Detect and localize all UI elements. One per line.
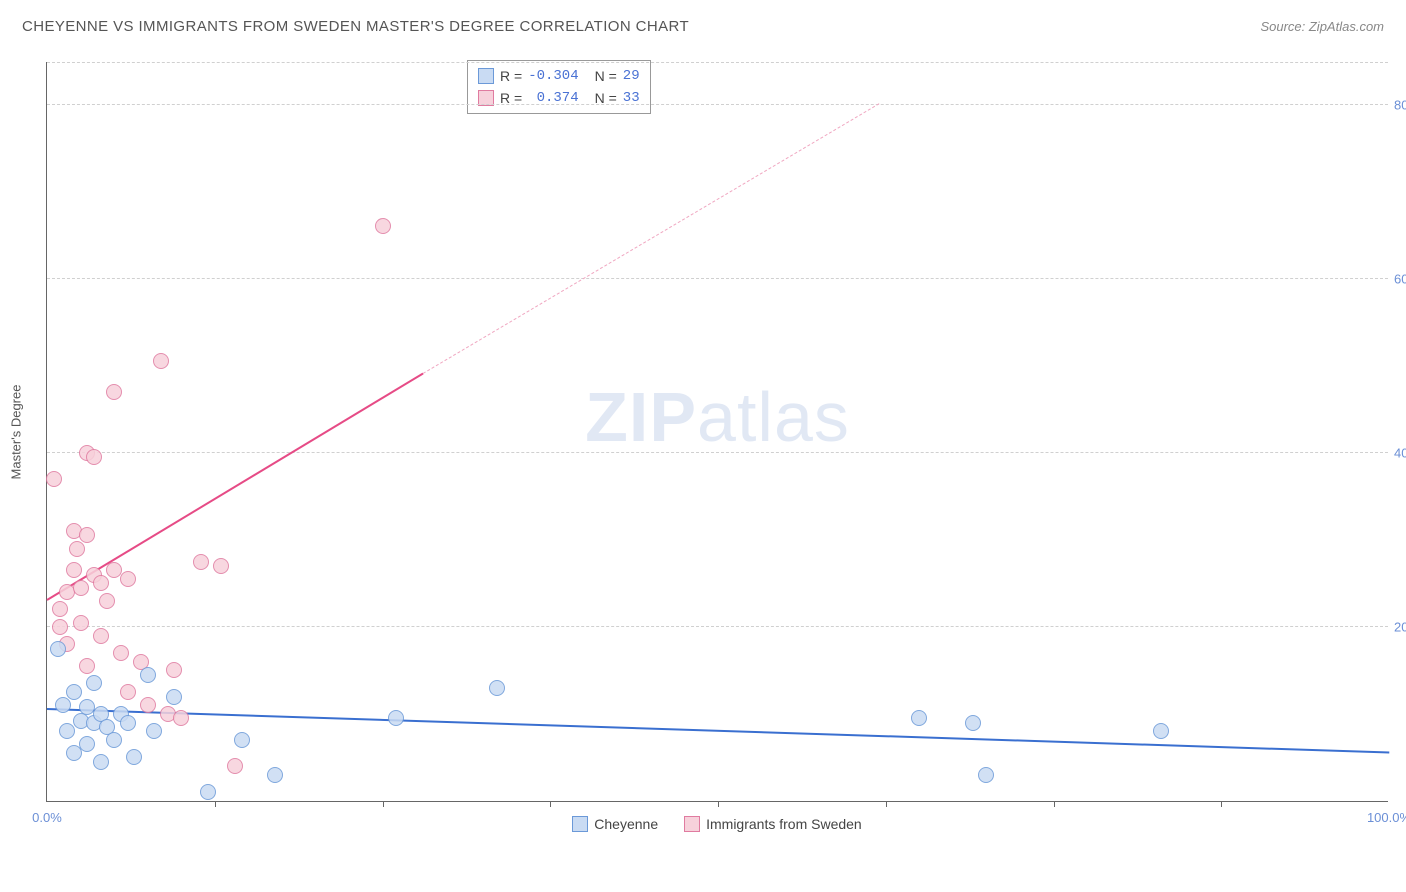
data-point-sweden — [120, 571, 136, 587]
data-point-cheyenne — [50, 641, 66, 657]
data-point-sweden — [93, 575, 109, 591]
data-point-sweden — [46, 471, 62, 487]
x-tick — [1054, 801, 1055, 807]
legend-square-cheyenne — [478, 68, 494, 84]
trend-line — [46, 373, 423, 601]
gridline — [47, 278, 1388, 279]
data-point-sweden — [375, 218, 391, 234]
data-point-cheyenne — [126, 749, 142, 765]
data-point-cheyenne — [146, 723, 162, 739]
x-tick — [1221, 801, 1222, 807]
data-point-sweden — [140, 697, 156, 713]
plot-area: ZIPatlas R = -0.304 N = 29 R = 0.374 N =… — [46, 62, 1388, 802]
data-point-sweden — [73, 580, 89, 596]
data-point-sweden — [79, 658, 95, 674]
x-tick — [215, 801, 216, 807]
data-point-sweden — [113, 645, 129, 661]
x-tick — [718, 801, 719, 807]
y-tick-label: 40.0% — [1388, 445, 1406, 460]
trend-line — [47, 708, 1389, 754]
page-title: CHEYENNE VS IMMIGRANTS FROM SWEDEN MASTE… — [22, 18, 689, 35]
data-point-cheyenne — [965, 715, 981, 731]
data-point-cheyenne — [234, 732, 250, 748]
x-tick — [886, 801, 887, 807]
legend-square-sweden-icon — [684, 816, 700, 832]
gridline — [47, 452, 1388, 453]
watermark: ZIPatlas — [585, 377, 850, 457]
data-point-cheyenne — [911, 710, 927, 726]
data-point-cheyenne — [140, 667, 156, 683]
data-point-cheyenne — [86, 675, 102, 691]
y-tick-label: 80.0% — [1388, 97, 1406, 112]
legend-label-b: Immigrants from Sweden — [706, 816, 862, 832]
legend-label-a: Cheyenne — [594, 816, 658, 832]
data-point-cheyenne — [79, 736, 95, 752]
data-point-sweden — [93, 628, 109, 644]
data-point-sweden — [153, 353, 169, 369]
data-point-sweden — [86, 449, 102, 465]
y-tick-label: 60.0% — [1388, 271, 1406, 286]
data-point-cheyenne — [59, 723, 75, 739]
trend-line — [422, 104, 879, 375]
n-value-a: 29 — [623, 65, 640, 87]
data-point-sweden — [73, 615, 89, 631]
y-axis-label: Master's Degree — [9, 385, 24, 480]
gridline — [47, 62, 1388, 63]
data-point-cheyenne — [1153, 723, 1169, 739]
data-point-cheyenne — [166, 689, 182, 705]
data-point-sweden — [106, 384, 122, 400]
gridline — [47, 104, 1388, 105]
data-point-sweden — [193, 554, 209, 570]
data-point-cheyenne — [489, 680, 505, 696]
data-point-cheyenne — [106, 732, 122, 748]
r-value-b: 0.374 — [528, 87, 578, 109]
data-point-sweden — [173, 710, 189, 726]
data-point-cheyenne — [200, 784, 216, 800]
data-point-sweden — [66, 562, 82, 578]
data-point-sweden — [79, 527, 95, 543]
data-point-cheyenne — [267, 767, 283, 783]
data-point-cheyenne — [120, 715, 136, 731]
data-point-sweden — [69, 541, 85, 557]
data-point-sweden — [227, 758, 243, 774]
data-point-sweden — [166, 662, 182, 678]
data-point-sweden — [99, 593, 115, 609]
legend-square-cheyenne-icon — [572, 816, 588, 832]
n-value-b: 33 — [623, 87, 640, 109]
data-point-sweden — [52, 619, 68, 635]
x-tick — [550, 801, 551, 807]
scatter-chart: Master's Degree ZIPatlas R = -0.304 N = … — [46, 62, 1388, 802]
data-point-cheyenne — [93, 754, 109, 770]
source-credit: Source: ZipAtlas.com — [1260, 19, 1384, 34]
r-value-a: -0.304 — [528, 65, 578, 87]
series-legend: Cheyenne Immigrants from Sweden — [46, 816, 1388, 832]
data-point-cheyenne — [388, 710, 404, 726]
gridline — [47, 626, 1388, 627]
data-point-sweden — [52, 601, 68, 617]
stats-legend: R = -0.304 N = 29 R = 0.374 N = 33 — [467, 60, 651, 114]
y-tick-label: 20.0% — [1388, 619, 1406, 634]
data-point-cheyenne — [66, 684, 82, 700]
data-point-cheyenne — [978, 767, 994, 783]
data-point-sweden — [213, 558, 229, 574]
x-tick — [383, 801, 384, 807]
data-point-sweden — [120, 684, 136, 700]
data-point-cheyenne — [55, 697, 71, 713]
